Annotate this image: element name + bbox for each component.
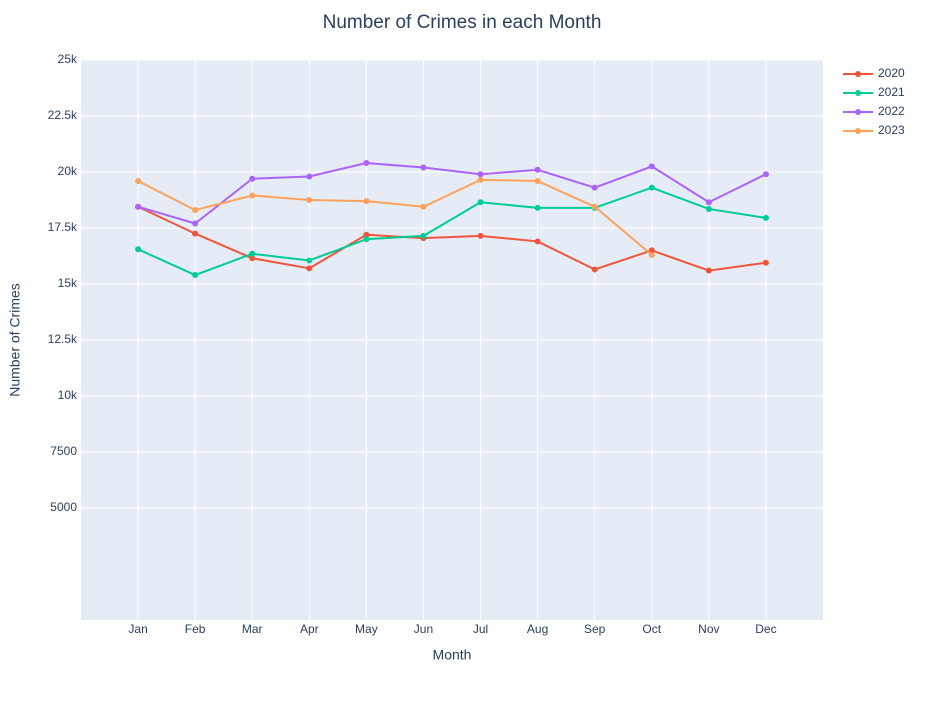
y-tick-label: 20k <box>58 164 78 178</box>
legend-label: 2021 <box>878 85 905 99</box>
data-point <box>420 203 427 210</box>
data-point <box>249 175 256 182</box>
legend-label: 2022 <box>878 104 905 118</box>
data-point <box>648 251 655 258</box>
data-point <box>363 160 370 167</box>
data-point <box>705 205 712 212</box>
data-point <box>306 265 313 272</box>
legend-marker <box>855 71 861 77</box>
data-point <box>591 203 598 210</box>
data-point <box>135 177 142 184</box>
x-tick-label: Apr <box>300 622 319 636</box>
x-tick-label: Dec <box>755 622 776 636</box>
data-point <box>591 184 598 191</box>
series-line <box>137 178 653 256</box>
data-point <box>363 231 370 238</box>
legend-marker <box>855 90 861 96</box>
data-point <box>705 199 712 206</box>
data-point <box>762 171 769 178</box>
y-tick-label: 10k <box>58 388 78 402</box>
series-line <box>137 162 767 225</box>
data-point <box>135 246 142 253</box>
y-tick-label: 22.5k <box>48 108 78 122</box>
data-point <box>648 247 655 254</box>
x-tick-label: Jul <box>473 622 488 636</box>
data-point <box>135 203 142 210</box>
data-point <box>192 272 199 279</box>
data-point <box>762 259 769 266</box>
legend-label: 2020 <box>878 66 905 80</box>
x-tick-label: May <box>355 622 378 636</box>
x-tick-label: Aug <box>527 622 548 636</box>
y-tick-label: 25k <box>58 52 78 66</box>
data-point <box>363 198 370 205</box>
data-point <box>648 184 655 191</box>
data-point <box>762 214 769 221</box>
data-point <box>306 173 313 180</box>
chart-title: Number of Crimes in each Month <box>323 12 602 33</box>
data-point <box>534 166 541 173</box>
x-tick-label: Jan <box>128 622 147 636</box>
data-point <box>249 250 256 257</box>
x-tick-label: Nov <box>698 622 719 636</box>
data-point <box>420 232 427 239</box>
legend-marker <box>855 128 861 134</box>
x-tick-label: Jun <box>414 622 433 636</box>
x-axis-title: Month <box>433 647 472 663</box>
data-point <box>477 171 484 178</box>
series-line <box>137 205 767 272</box>
data-point <box>363 236 370 243</box>
data-point <box>249 255 256 262</box>
data-point <box>249 192 256 199</box>
y-tick-label: 12.5k <box>48 332 78 346</box>
legend-marker <box>855 109 861 115</box>
y-tick-label: 17.5k <box>48 220 78 234</box>
data-point <box>477 176 484 183</box>
series-line <box>137 186 767 277</box>
y-tick-label: 15k <box>58 276 78 290</box>
data-point <box>192 230 199 237</box>
data-point <box>648 163 655 170</box>
data-point <box>534 177 541 184</box>
legend-label: 2023 <box>878 123 905 137</box>
x-tick-label: Sep <box>584 622 606 636</box>
data-point <box>477 199 484 206</box>
data-point <box>534 238 541 245</box>
data-point <box>306 197 313 203</box>
data-point <box>477 232 484 239</box>
x-tick-label: Oct <box>642 622 661 636</box>
x-tick-label: Mar <box>242 622 263 636</box>
data-point <box>705 267 712 274</box>
data-point <box>420 164 427 171</box>
data-point <box>192 220 199 227</box>
y-tick-label: 7500 <box>50 444 77 458</box>
y-tick-label: 5000 <box>50 500 77 514</box>
data-point <box>591 266 598 273</box>
x-tick-label: Feb <box>185 622 206 636</box>
y-axis-title: Number of Crimes <box>7 283 23 397</box>
data-point <box>306 257 313 264</box>
data-point <box>534 204 541 211</box>
data-point <box>192 207 199 214</box>
